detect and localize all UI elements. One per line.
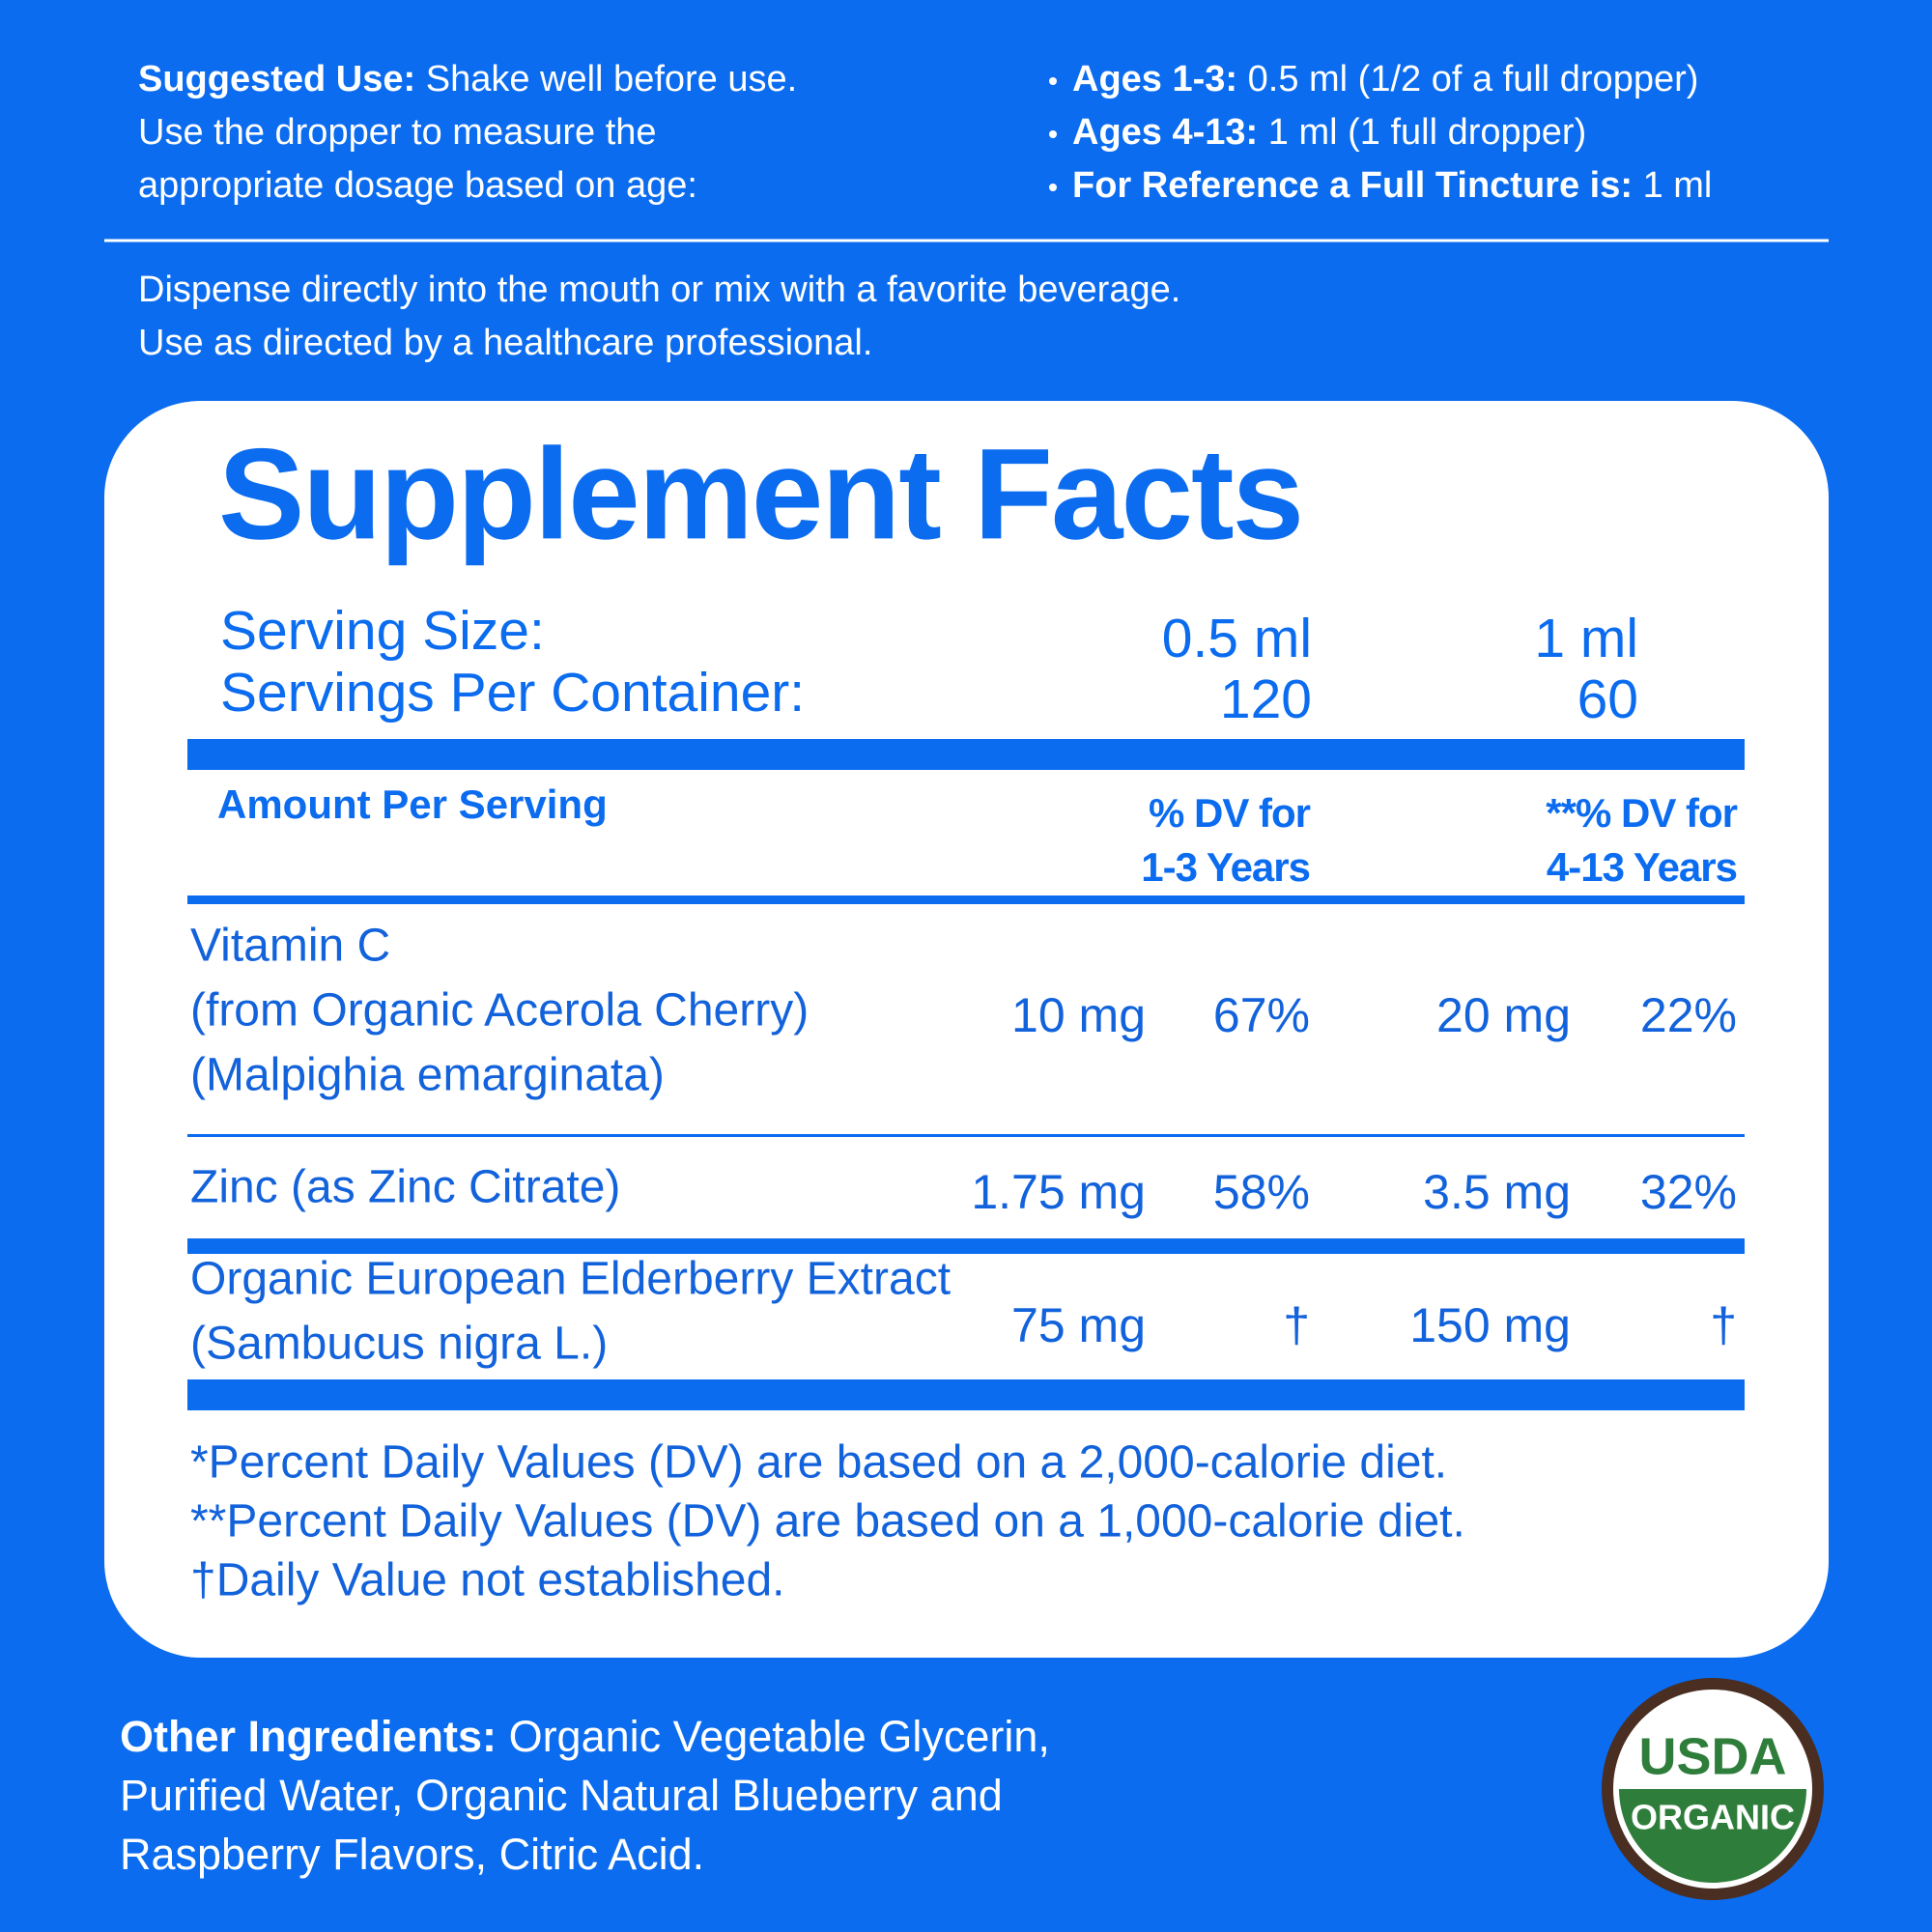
- ingredient-name: (from Organic Acerola Cherry): [190, 985, 809, 1037]
- text: Shake well before use.: [426, 59, 797, 99]
- ingredient-value: 10 mg: [1011, 988, 1146, 1042]
- serving-size: 1 ml: [1534, 608, 1638, 669]
- ingredient-value: 20 mg: [1436, 988, 1571, 1042]
- ingredient-value: 75 mg: [1011, 1298, 1146, 1352]
- ingredient-value: 58%: [1213, 1165, 1310, 1219]
- ingredient-value: †: [1710, 1298, 1737, 1352]
- ingredient-value: 1.75 mg: [971, 1165, 1146, 1219]
- other-ingredients-line: Raspberry Flavors, Citric Acid.: [120, 1830, 704, 1879]
- text: 1 ml: [1643, 165, 1713, 206]
- serving-size-label: Serving Size:: [220, 600, 545, 662]
- other-ingredients: Other Ingredients: Organic Vegetable Gly…: [120, 1712, 1050, 1761]
- logo-field: [1619, 1789, 1806, 1883]
- facts-title: Supplement Facts: [218, 422, 1302, 566]
- ingredient-name: (Malpighia emarginata): [190, 1050, 665, 1101]
- footnote: *Percent Daily Values (DV) are based on …: [190, 1437, 1447, 1489]
- dosage-item: Ages 1-3: 0.5 ml (1/2 of a full dropper): [1072, 59, 1698, 99]
- thin-rule: [187, 1134, 1745, 1137]
- ingredient-value: 67%: [1213, 988, 1310, 1042]
- dv-header: % DV for: [1149, 790, 1311, 836]
- usda-logo: [1602, 1678, 1824, 1900]
- facts-panel: [104, 401, 1829, 1658]
- label: Ages 4-13:: [1072, 112, 1258, 153]
- suggested-use-line: Use the dropper to measure the: [138, 112, 657, 153]
- text: Organic Vegetable Glycerin,: [509, 1712, 1050, 1761]
- serving-size: 0.5 ml: [1162, 608, 1312, 669]
- suggested-use: Suggested Use: Shake well before use.: [138, 59, 797, 99]
- ingredient-value: 22%: [1640, 988, 1737, 1042]
- dv-header: 4-13 Years: [1547, 844, 1737, 890]
- bullet: [1049, 184, 1057, 191]
- dosage-item: Ages 4-13: 1 ml (1 full dropper): [1072, 112, 1586, 153]
- servings-per-container: 60: [1577, 668, 1638, 730]
- rule: [187, 1238, 1745, 1254]
- label: Suggested Use:: [138, 59, 415, 99]
- logo-usda: USDA: [1638, 1727, 1786, 1785]
- direction: Dispense directly into the mouth or mix …: [138, 270, 1180, 310]
- label: For Reference a Full Tincture is:: [1072, 165, 1633, 206]
- ingredient-name: Organic European Elderberry Extract: [190, 1254, 951, 1305]
- rule: [187, 895, 1745, 904]
- dosage-item: For Reference a Full Tincture is: 1 ml: [1072, 165, 1712, 206]
- label: Other Ingredients:: [120, 1712, 497, 1761]
- servings-per-container: 120: [1220, 668, 1312, 730]
- other-ingredients-line: Purified Water, Organic Natural Blueberr…: [120, 1771, 1003, 1820]
- logo-organic: ORGANIC: [1631, 1798, 1795, 1837]
- ingredient-value: 32%: [1640, 1165, 1737, 1219]
- bullet: [1049, 77, 1057, 85]
- amount-header: Amount Per Serving: [217, 781, 608, 827]
- label: Ages 1-3:: [1072, 59, 1237, 99]
- ingredient-name: Vitamin C: [190, 921, 390, 972]
- footnote: †Daily Value not established.: [190, 1555, 785, 1606]
- thick-rule: [187, 1379, 1745, 1410]
- ingredient-value: 3.5 mg: [1423, 1165, 1571, 1219]
- ingredient-value: 150 mg: [1409, 1298, 1571, 1352]
- text: 1 ml (1 full dropper): [1268, 112, 1586, 153]
- ingredient-name: Zinc (as Zinc Citrate): [190, 1162, 620, 1213]
- direction: Use as directed by a healthcare professi…: [138, 323, 872, 363]
- thick-rule: [187, 739, 1745, 770]
- dv-header: 1-3 Years: [1141, 844, 1310, 890]
- servings-label: Servings Per Container:: [220, 662, 805, 724]
- bullet: [1049, 130, 1057, 138]
- footnote: **Percent Daily Values (DV) are based on…: [190, 1496, 1465, 1548]
- ingredient-value: †: [1283, 1298, 1310, 1352]
- suggested-use-line: appropriate dosage based on age:: [138, 165, 697, 206]
- text: 0.5 ml (1/2 of a full dropper): [1248, 59, 1699, 99]
- ingredient-name: (Sambucus nigra L.): [190, 1319, 608, 1370]
- dv-header: **% DV for: [1546, 790, 1737, 836]
